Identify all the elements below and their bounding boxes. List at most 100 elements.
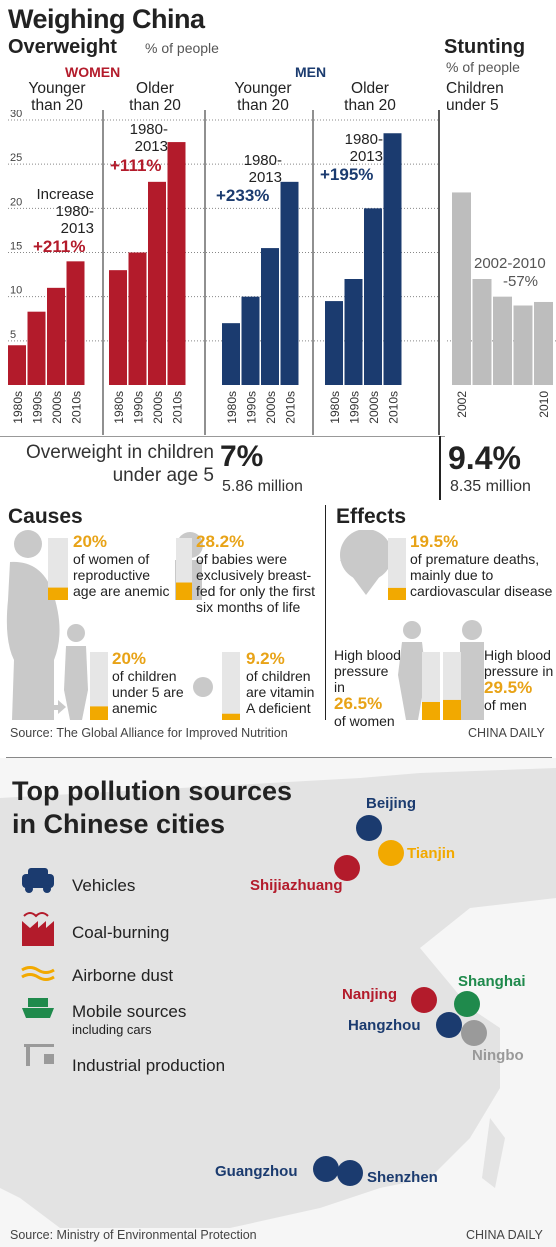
y-tick-label: 15 — [10, 241, 22, 253]
bar — [167, 142, 186, 385]
apple-icon — [193, 677, 213, 697]
city-label: Beijing — [366, 795, 416, 812]
pollution-title: Top pollution sources in Chinese cities — [12, 776, 292, 839]
city-label: Shenzhen — [367, 1169, 438, 1186]
gauge-fill — [176, 582, 192, 600]
children-overweight-label: Overweight in children under age 5 — [26, 442, 214, 486]
city-marker — [337, 1160, 363, 1186]
bar — [344, 279, 363, 385]
legend-vehicles: Vehicles — [72, 876, 136, 895]
bar — [513, 305, 533, 385]
y-tick-label: 5 — [10, 329, 16, 341]
bar — [241, 296, 260, 385]
x-tick-label: 2010s — [170, 391, 184, 424]
x-tick-label: 2000s — [264, 391, 278, 424]
children-overweight-count: 5.86 million — [222, 478, 303, 495]
bar — [222, 323, 240, 385]
effect-men: High blood pressure in 29.5% of men — [484, 647, 554, 713]
men-older-increase: +195% — [320, 165, 374, 184]
city-marker — [436, 1012, 462, 1038]
gauge-track — [48, 538, 68, 600]
effects-title: Effects — [336, 505, 407, 528]
women-younger-increase: +211% — [33, 237, 86, 256]
credit-1: CHINA DAILY — [468, 726, 545, 740]
bar — [452, 192, 471, 385]
x-tick-label: 2002 — [455, 391, 469, 418]
x-tick-label: 2000s — [151, 391, 165, 424]
x-tick-label: 2000s — [367, 391, 381, 424]
city-marker — [411, 987, 437, 1013]
men-younger-increase: +233% — [216, 186, 270, 205]
city-label: Guangzhou — [215, 1163, 298, 1180]
group-header-men-younger: Younger than 20 — [234, 80, 292, 114]
child-icon — [67, 624, 85, 642]
legend-industrial: Industrial production — [72, 1056, 226, 1075]
bar — [534, 301, 553, 385]
stunting-pct: 9.4% — [448, 440, 521, 476]
women-older-annotation: 1980- 2013 — [129, 121, 168, 155]
stunting-count: 8.35 million — [450, 478, 531, 495]
x-tick-label: 1990s — [347, 391, 361, 424]
legend-coal: Coal-burning — [72, 923, 170, 942]
city-label: Hangzhou — [348, 1017, 421, 1034]
bar — [47, 287, 65, 385]
y-tick-label: 10 — [10, 285, 22, 297]
gauge-fill — [443, 699, 461, 720]
y-tick-label: 20 — [10, 196, 22, 208]
city-label: Tianjin — [407, 845, 455, 862]
city-marker — [454, 991, 480, 1017]
city-marker — [334, 855, 360, 881]
x-tick-label: 2010s — [386, 391, 400, 424]
y-tick-label: 30 — [10, 110, 22, 120]
effect-premature: 19.5% of premature deaths, mainly due to … — [410, 532, 553, 600]
legend-mobile: Mobile sources including cars — [72, 1002, 187, 1037]
gauge-track — [222, 652, 240, 720]
source-ministry: Source: Ministry of Environmental Protec… — [10, 1228, 257, 1242]
ship-icon — [22, 998, 54, 1018]
city-marker — [356, 815, 382, 841]
women-group-label: WOMEN — [65, 64, 121, 80]
stunting-annotation: 2002-2010 — [474, 255, 546, 272]
gauge-fill — [222, 713, 240, 720]
cause-2: 28.2% of babies were exclusively breast-f… — [196, 532, 316, 616]
city-label: Nanjing — [342, 986, 397, 1003]
gauge-track — [90, 652, 108, 720]
credit-2: CHINA DAILY — [466, 1228, 543, 1242]
effect-women: High blood pressure in 26.5% of women — [334, 647, 401, 729]
taiwan-shape — [482, 1118, 505, 1188]
bar — [128, 252, 147, 385]
city-label: Ningbo — [472, 1047, 524, 1064]
overweight-unit: % of people — [145, 40, 219, 56]
bar — [383, 133, 402, 385]
women-younger-annotation: Increase 1980- 2013 — [36, 186, 94, 237]
gauge-fill — [90, 706, 108, 720]
group-header-women-younger: Younger than 20 — [28, 80, 86, 114]
bar — [472, 279, 492, 385]
overweight-stunting-chart: 5 10 15 20 25 30 1980s 1990s 2000s 2010s 1980s 199… — [8, 110, 556, 435]
bar — [493, 296, 512, 385]
gauge-fill — [422, 701, 440, 720]
stunting-change: -57% — [503, 273, 539, 290]
factory-icon — [22, 912, 54, 946]
bar — [27, 311, 46, 385]
bar — [261, 248, 279, 385]
stunting-group-header: Children under 5 — [446, 80, 504, 114]
pregnant-woman-icon — [6, 561, 60, 720]
x-tick-label: 2010 — [537, 391, 551, 418]
x-tick-label: 1980s — [225, 391, 239, 424]
men-older-annotation: 1980- 2013 — [344, 131, 383, 165]
china-map: Beijing Tianjin Shijiazhuang Shanghai Nanjin… — [0, 758, 556, 1247]
city-label: Shijiazhuang — [250, 877, 343, 894]
source-nutrition: Source: The Global Alliance for Improved… — [10, 726, 288, 740]
gauge-fill — [48, 587, 68, 600]
crane-icon — [24, 1044, 54, 1066]
page-title: Weighing China — [8, 4, 205, 34]
x-tick-label: 2010s — [283, 391, 297, 424]
bar — [109, 270, 127, 385]
mainland-shape — [0, 768, 556, 1228]
dust-icon — [21, 966, 55, 981]
city-marker — [313, 1156, 339, 1182]
children-overweight-pct: 7% — [220, 440, 264, 473]
woman-icon — [403, 621, 421, 639]
x-tick-label: 1980s — [328, 391, 342, 424]
